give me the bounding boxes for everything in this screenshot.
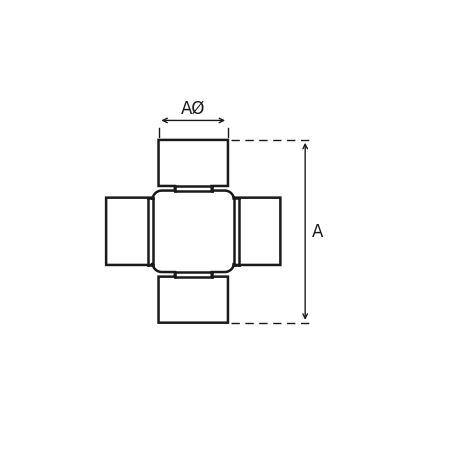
Polygon shape: [106, 140, 280, 323]
Text: A: A: [312, 223, 323, 241]
Text: AØ: AØ: [181, 99, 205, 117]
